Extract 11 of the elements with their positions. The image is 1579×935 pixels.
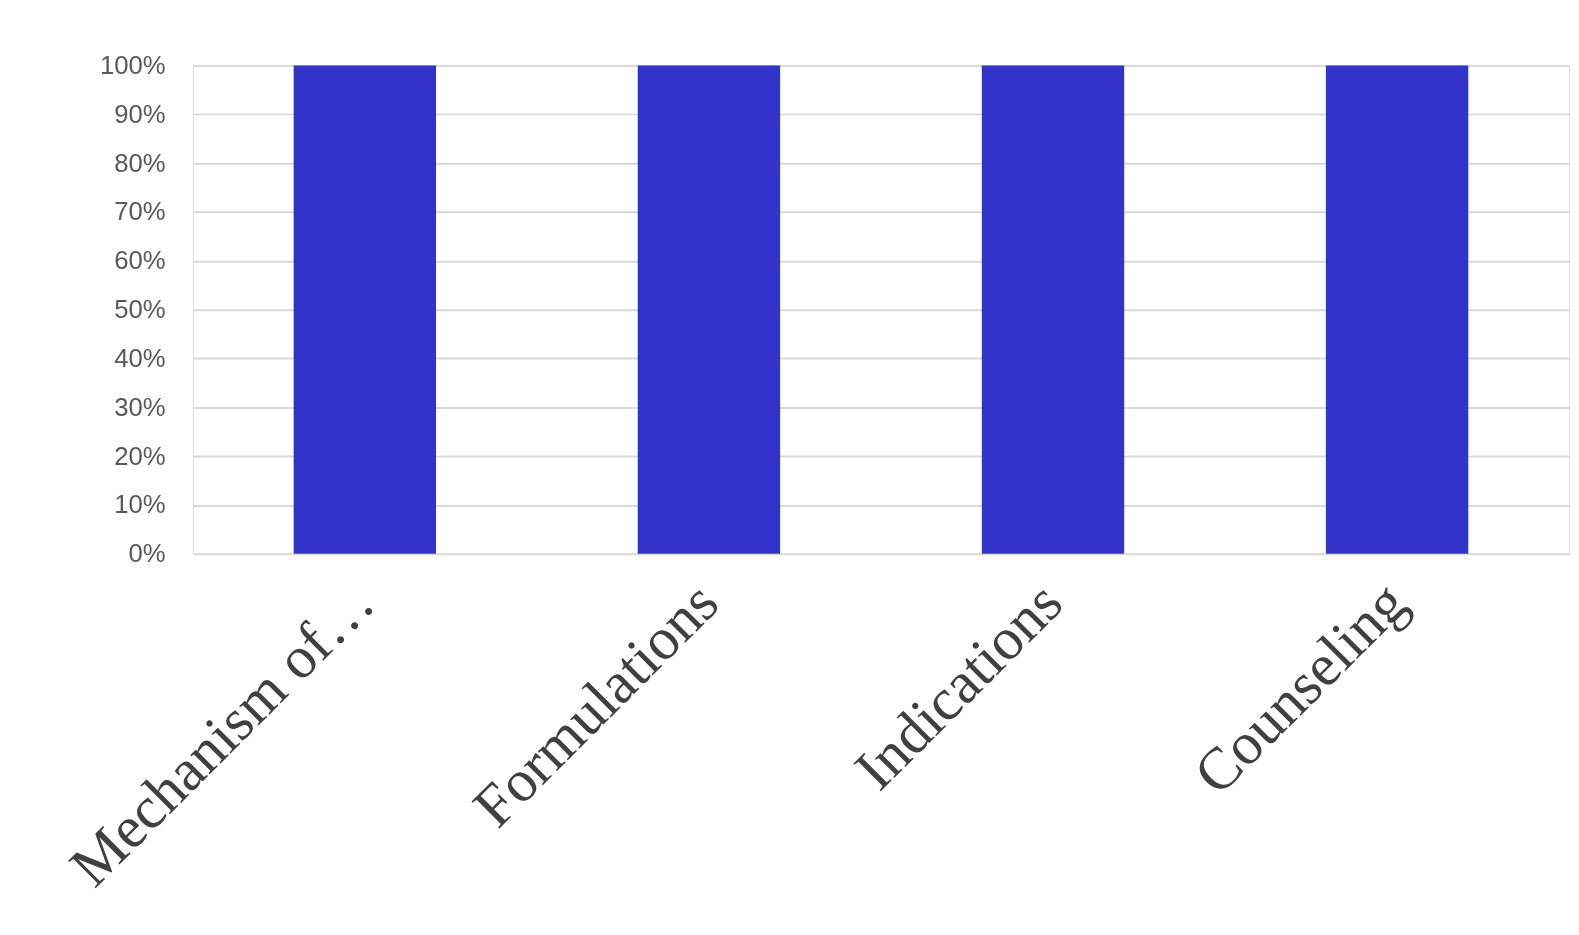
- y-tick-label: 20%: [114, 441, 166, 470]
- y-tick-label: 100%: [99, 50, 166, 79]
- y-tick-label: 70%: [114, 197, 166, 226]
- y-tick-label: 80%: [114, 148, 166, 177]
- y-tick-label: 90%: [114, 99, 166, 128]
- y-tick-label: 30%: [114, 392, 166, 421]
- y-tick-label: 0%: [128, 539, 166, 568]
- y-tick-label: 40%: [114, 343, 166, 372]
- y-tick-label: 10%: [114, 490, 166, 519]
- y-tick-label: 60%: [114, 246, 166, 275]
- y-tick-label: 50%: [114, 295, 166, 324]
